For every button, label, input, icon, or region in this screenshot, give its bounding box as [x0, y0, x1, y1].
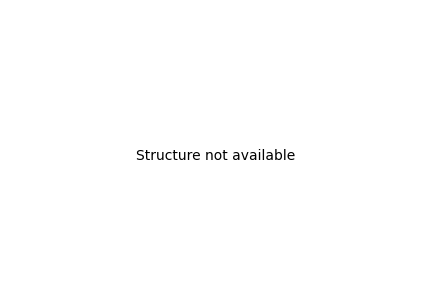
Text: Structure not available: Structure not available [136, 148, 296, 163]
